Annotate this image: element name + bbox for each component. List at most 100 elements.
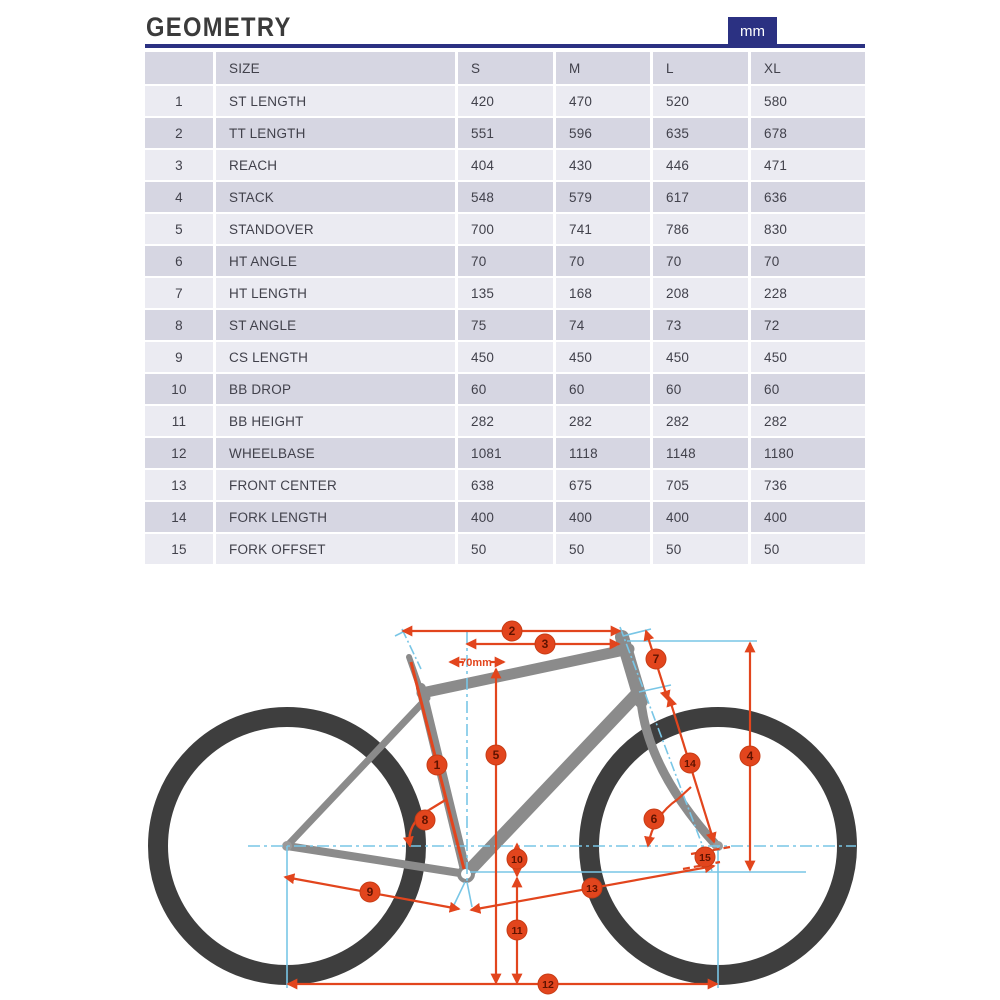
value-cell-s: 282 <box>458 406 553 436</box>
value-cell-s: 50 <box>458 534 553 564</box>
svg-text:6: 6 <box>651 812 658 826</box>
size-label-cell: ST LENGTH <box>216 86 455 116</box>
row-number-cell: 10 <box>145 374 213 404</box>
size-label-cell: FORK OFFSET <box>216 534 455 564</box>
value-cell-m: 430 <box>556 150 650 180</box>
value-cell-m: 282 <box>556 406 650 436</box>
value-cell-xl: 736 <box>751 470 865 500</box>
column-header: L <box>653 52 748 84</box>
value-cell-l: 73 <box>653 310 748 340</box>
page-title: GEOMETRY <box>146 12 292 42</box>
value-cell-m: 470 <box>556 86 650 116</box>
corner-cell <box>145 52 213 84</box>
row-number-cell: 7 <box>145 278 213 308</box>
dim-marker-14: 14 <box>679 752 701 774</box>
value-cell-xl: 72 <box>751 310 865 340</box>
svg-text:4: 4 <box>747 749 754 763</box>
dim-marker-1: 1 <box>426 754 448 776</box>
dimension-lines <box>283 625 756 990</box>
size-label-cell: TT LENGTH <box>216 118 455 148</box>
row-number-cell: 5 <box>145 214 213 244</box>
row-number-cell: 13 <box>145 470 213 500</box>
value-cell-m: 400 <box>556 502 650 532</box>
value-cell-s: 1081 <box>458 438 553 468</box>
column-header: M <box>556 52 650 84</box>
dim-marker-7: 7 <box>645 648 667 670</box>
dim-marker-4: 4 <box>739 745 761 767</box>
value-cell-m: 50 <box>556 534 650 564</box>
value-cell-s: 638 <box>458 470 553 500</box>
row-number-cell: 2 <box>145 118 213 148</box>
value-cell-m: 70 <box>556 246 650 276</box>
dim-marker-15: 15 <box>694 846 716 868</box>
value-cell-s: 420 <box>458 86 553 116</box>
size-label-cell: CS LENGTH <box>216 342 455 372</box>
svg-text:2: 2 <box>509 624 516 638</box>
value-cell-s: 548 <box>458 182 553 212</box>
svg-text:5: 5 <box>493 748 500 762</box>
row-number-cell: 4 <box>145 182 213 212</box>
value-cell-xl: 70 <box>751 246 865 276</box>
svg-text:12: 12 <box>542 979 554 991</box>
dim-marker-10: 10 <box>506 848 528 870</box>
value-cell-m: 60 <box>556 374 650 404</box>
svg-text:11: 11 <box>511 925 522 937</box>
value-cell-l: 786 <box>653 214 748 244</box>
row-number-cell: 1 <box>145 86 213 116</box>
value-cell-m: 450 <box>556 342 650 372</box>
size-label-cell: REACH <box>216 150 455 180</box>
svg-text:8: 8 <box>422 813 429 827</box>
row-number-cell: 12 <box>145 438 213 468</box>
value-cell-m: 1118 <box>556 438 650 468</box>
value-cell-l: 60 <box>653 374 748 404</box>
svg-text:9: 9 <box>367 885 374 899</box>
row-number-cell: 6 <box>145 246 213 276</box>
value-cell-l: 617 <box>653 182 748 212</box>
svg-text:15: 15 <box>699 852 711 864</box>
dim-marker-6: 6 <box>643 808 665 830</box>
dim-marker-13: 13 <box>581 877 603 899</box>
value-cell-xl: 580 <box>751 86 865 116</box>
size-label-cell: STACK <box>216 182 455 212</box>
dim-marker-2: 2 <box>501 620 523 642</box>
svg-text:1: 1 <box>434 758 441 772</box>
svg-text:14: 14 <box>684 758 696 770</box>
size-label-cell: HT LENGTH <box>216 278 455 308</box>
value-cell-xl: 60 <box>751 374 865 404</box>
row-number-cell: 15 <box>145 534 213 564</box>
bb-offset-annotation: 70mm <box>460 657 492 669</box>
dim-marker-11: 11 <box>506 919 528 941</box>
value-cell-l: 1148 <box>653 438 748 468</box>
value-cell-xl: 282 <box>751 406 865 436</box>
svg-text:3: 3 <box>542 637 549 651</box>
size-label-cell: STANDOVER <box>216 214 455 244</box>
title-rule <box>145 44 865 48</box>
value-cell-xl: 830 <box>751 214 865 244</box>
size-label-cell: FORK LENGTH <box>216 502 455 532</box>
value-cell-xl: 450 <box>751 342 865 372</box>
value-cell-s: 404 <box>458 150 553 180</box>
column-header: S <box>458 52 553 84</box>
value-cell-xl: 471 <box>751 150 865 180</box>
value-cell-s: 75 <box>458 310 553 340</box>
guide-lines <box>248 626 856 988</box>
size-label-cell: HT ANGLE <box>216 246 455 276</box>
dim-marker-12: 12 <box>537 973 559 995</box>
value-cell-m: 579 <box>556 182 650 212</box>
value-cell-xl: 636 <box>751 182 865 212</box>
value-cell-l: 705 <box>653 470 748 500</box>
dim-marker-8: 8 <box>414 809 436 831</box>
svg-text:10: 10 <box>511 854 523 866</box>
value-cell-m: 168 <box>556 278 650 308</box>
value-cell-xl: 50 <box>751 534 865 564</box>
value-cell-s: 70 <box>458 246 553 276</box>
value-cell-l: 446 <box>653 150 748 180</box>
value-cell-l: 50 <box>653 534 748 564</box>
value-cell-xl: 400 <box>751 502 865 532</box>
geometry-table: SIZE S M L XL 1 ST LENGTH 420 470 520 580 2 TT LENGT… <box>145 52 865 564</box>
value-cell-xl: 678 <box>751 118 865 148</box>
column-header: XL <box>751 52 865 84</box>
dim-marker-5: 5 <box>485 744 507 766</box>
value-cell-s: 700 <box>458 214 553 244</box>
